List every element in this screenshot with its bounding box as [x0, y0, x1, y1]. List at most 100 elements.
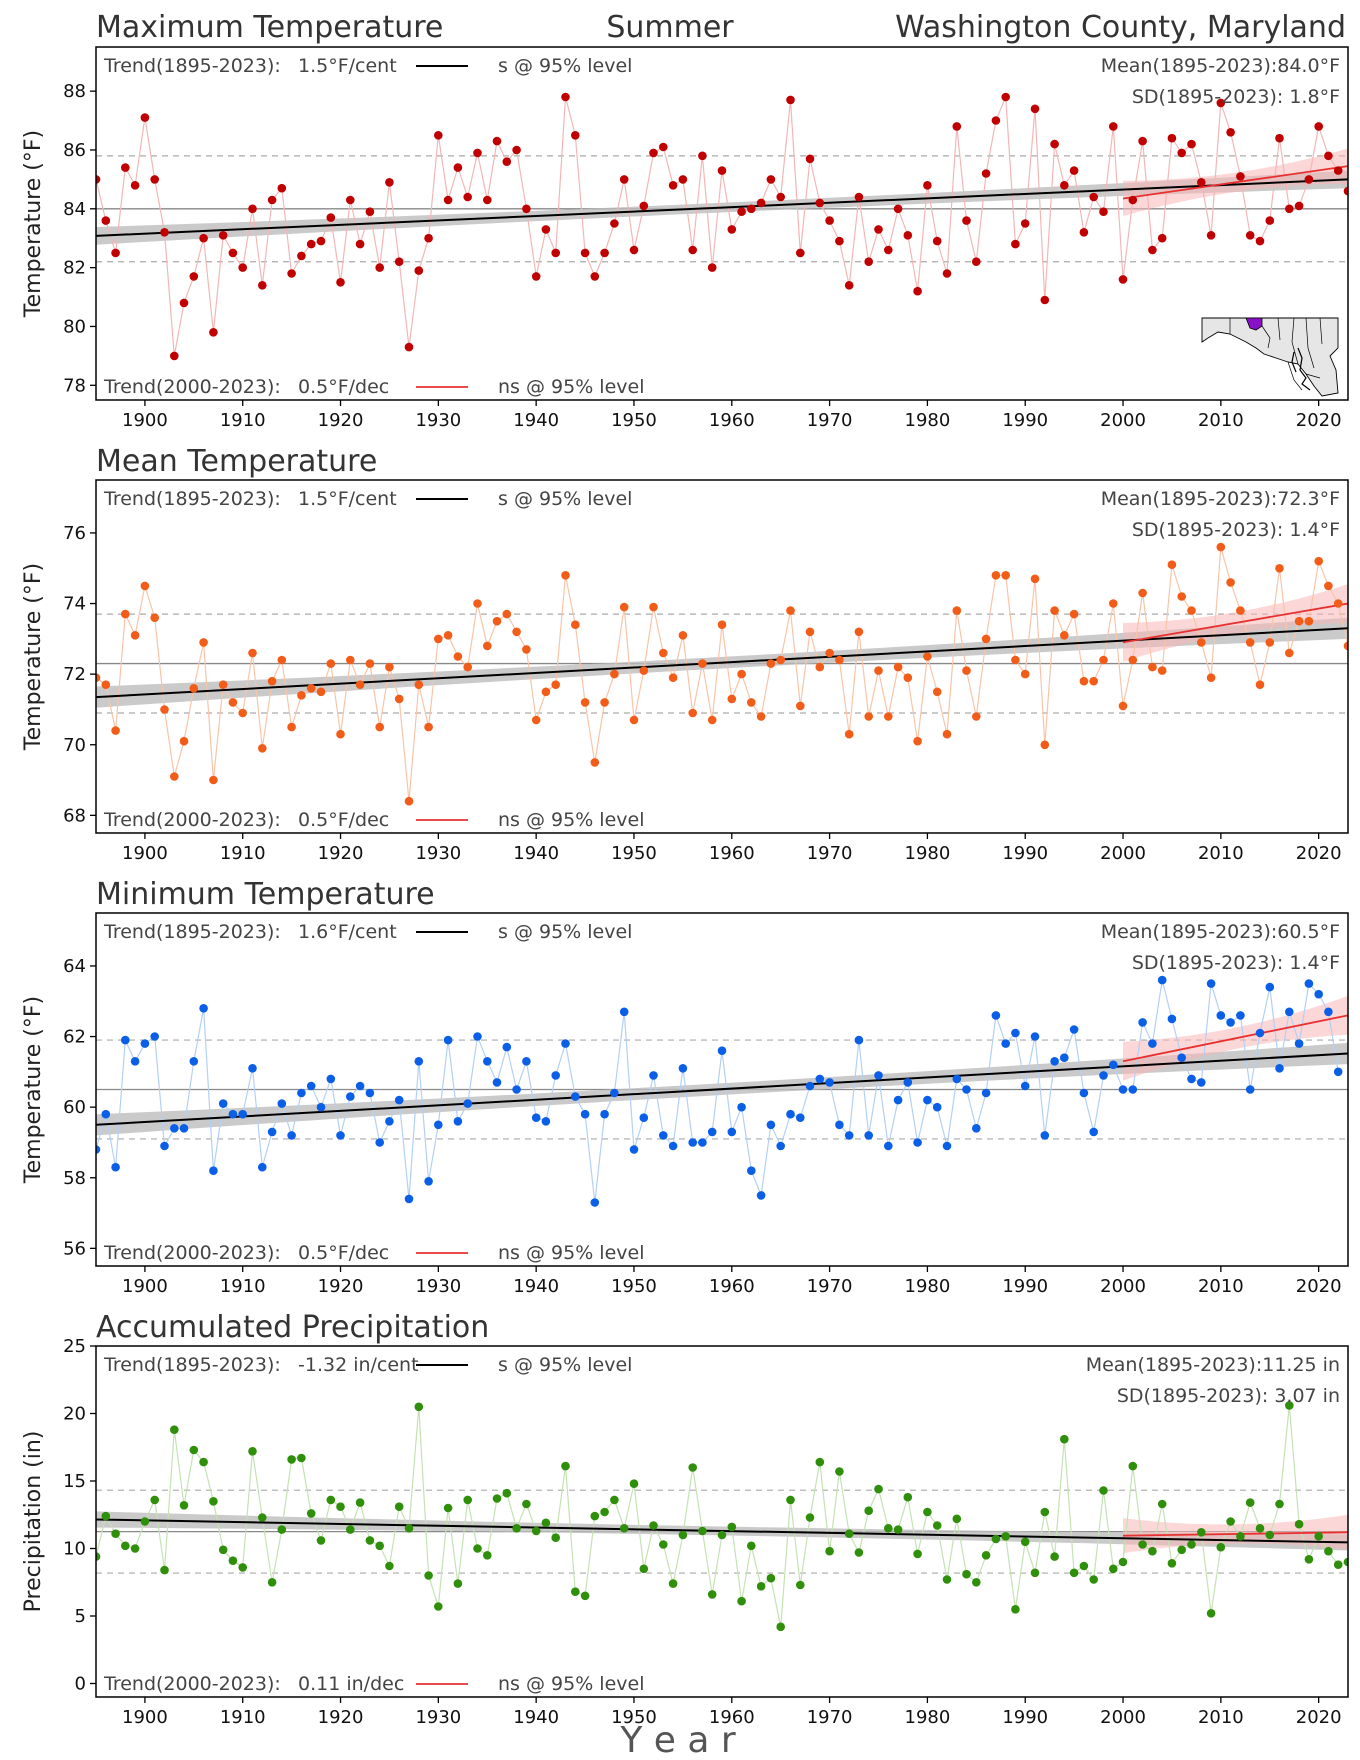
- data-point: [160, 1141, 169, 1151]
- data-point: [101, 680, 111, 689]
- y-tick-label: 15: [63, 1471, 86, 1492]
- data-point: [463, 192, 473, 202]
- data-point: [199, 1004, 208, 1013]
- data-point: [228, 1556, 238, 1565]
- data-point: [228, 248, 238, 258]
- data-point: [962, 1569, 971, 1579]
- data-point: [1030, 1032, 1040, 1041]
- data-point: [923, 652, 932, 661]
- data-point: [179, 1501, 189, 1510]
- data-point: [776, 1622, 785, 1632]
- data-point: [531, 1113, 541, 1122]
- data-point: [453, 1579, 463, 1588]
- data-point: [473, 148, 482, 158]
- data-point: [1079, 228, 1089, 237]
- data-point: [111, 1162, 120, 1172]
- mean-label: Mean(1895-2023):84.0°F: [1101, 55, 1340, 77]
- y-tick-label: 60: [63, 1097, 86, 1118]
- data-point: [258, 1513, 267, 1522]
- data-point: [952, 1514, 962, 1524]
- data-point: [306, 684, 316, 693]
- trend-line-recent: [1122, 1014, 1348, 1063]
- data-point: [316, 236, 326, 246]
- data-point: [140, 1039, 150, 1048]
- data-point: [522, 1499, 531, 1509]
- data-point: [756, 1582, 766, 1591]
- data-point: [160, 705, 169, 714]
- data-point: [659, 648, 668, 658]
- x-tick-label: 1920: [318, 1707, 364, 1728]
- data-point: [355, 680, 365, 689]
- data-point: [443, 1035, 453, 1045]
- data-point: [619, 175, 629, 184]
- data-point: [385, 1117, 394, 1126]
- y-tick-label: 5: [75, 1606, 86, 1627]
- trend-recent-label: Trend(2000-2023):: [103, 376, 281, 398]
- data-point: [796, 701, 805, 711]
- data-point: [385, 1561, 394, 1571]
- data-point: [238, 263, 247, 272]
- x-tick-label: 1920: [318, 410, 364, 431]
- x-tick-label: 1940: [513, 843, 559, 864]
- x-tick-label: 1980: [905, 410, 951, 431]
- x-tick-label: 1930: [415, 1276, 461, 1297]
- data-point: [688, 245, 697, 255]
- data-point: [522, 204, 531, 214]
- data-point: [796, 1113, 805, 1122]
- data-point: [424, 722, 433, 732]
- data-point: [512, 1524, 521, 1533]
- data-point: [737, 669, 746, 679]
- trend-line-long: [96, 178, 1348, 237]
- data-point: [150, 175, 159, 184]
- data-point: [981, 634, 991, 644]
- data-point: [385, 178, 394, 187]
- plot-frame: [95, 479, 1349, 834]
- data-point: [1324, 151, 1333, 161]
- data-point: [991, 571, 1001, 580]
- data-point: [629, 1479, 639, 1488]
- data-point: [639, 1564, 649, 1574]
- data-point: [1343, 186, 1348, 196]
- data-point: [805, 627, 815, 637]
- data-point: [492, 1078, 502, 1087]
- x-tick-label: 1910: [220, 1276, 266, 1297]
- data-point: [1138, 1540, 1147, 1549]
- data-point: [1050, 606, 1059, 615]
- data-point: [893, 662, 903, 672]
- data-point: [1099, 1071, 1108, 1080]
- data-point: [786, 1109, 795, 1119]
- x-tick-label: 1960: [709, 843, 755, 864]
- trend-long-label: Trend(1895-2023):: [103, 921, 281, 943]
- data-point: [864, 1131, 873, 1140]
- data-point: [258, 281, 267, 290]
- data-point: [434, 1602, 443, 1611]
- data-point: [316, 687, 326, 697]
- y-axis-label: Temperature (°F): [21, 130, 46, 318]
- x-tick-label: 2000: [1100, 1707, 1146, 1728]
- data-point: [766, 175, 776, 184]
- y-tick-label: 56: [63, 1238, 86, 1259]
- data-point: [541, 1518, 551, 1528]
- data-point: [1255, 1028, 1265, 1038]
- data-point: [893, 204, 903, 214]
- data-point: [923, 1507, 932, 1517]
- data-point: [541, 687, 551, 697]
- data-point: [140, 581, 150, 591]
- data-point: [717, 1530, 727, 1540]
- data-point: [610, 1088, 619, 1098]
- data-point: [962, 1085, 971, 1094]
- data-point: [874, 225, 883, 234]
- data-point: [336, 729, 345, 739]
- data-point: [355, 1498, 365, 1507]
- y-axis-label: Temperature (°F): [21, 563, 46, 751]
- data-point: [1206, 673, 1216, 682]
- data-point: [727, 225, 737, 234]
- data-point: [346, 655, 355, 665]
- data-point: [1304, 979, 1314, 988]
- data-point: [825, 1078, 834, 1087]
- data-point: [189, 272, 199, 281]
- data-point: [1206, 231, 1216, 240]
- y-tick-label: 82: [63, 258, 86, 279]
- data-point: [561, 92, 570, 102]
- x-tick-label: 1990: [1002, 843, 1048, 864]
